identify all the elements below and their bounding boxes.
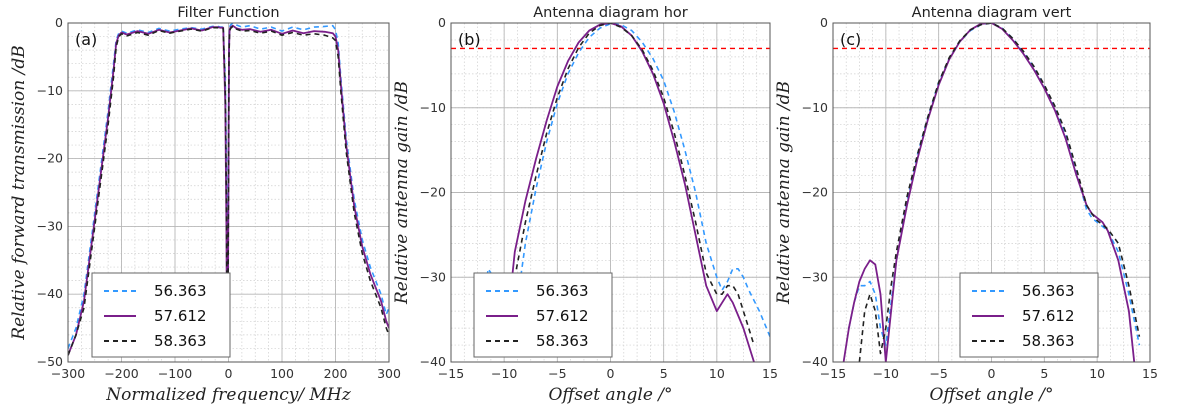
x-tick-label: −10 [491, 366, 517, 381]
x-tick-label: 5 [660, 366, 668, 381]
x-axis-label: Offset angle /° [929, 385, 1053, 405]
legend-entry: 57.612 [536, 307, 589, 325]
legend-entry: 58.363 [536, 332, 589, 350]
legend-entry: 57.612 [154, 307, 207, 325]
x-tick-label: 200 [324, 366, 348, 381]
y-tick-label: −40 [37, 286, 63, 301]
x-tick-label: 10 [709, 366, 725, 381]
x-tick-label: −15 [438, 366, 464, 381]
panel-label: (c) [840, 30, 861, 49]
x-tick-label: 0 [607, 366, 615, 381]
series-line-58-363 [68, 25, 389, 356]
x-tick-label: 0 [988, 366, 996, 381]
panel-label: (a) [75, 30, 97, 49]
x-tick-label: 10 [1089, 366, 1105, 381]
chart-title: Antenna diagram vert [912, 5, 1072, 21]
y-tick-label: −30 [37, 218, 63, 233]
legend-entry: 58.363 [154, 332, 207, 350]
y-tick-label: −10 [802, 100, 828, 115]
y-tick-label: 0 [55, 15, 63, 30]
panel-label: (b) [458, 30, 481, 49]
y-tick-label: −40 [802, 354, 828, 369]
x-tick-label: 15 [762, 366, 778, 381]
legend: 56.363 57.612 58.363 [959, 272, 1099, 358]
x-tick-label: 0 [225, 366, 233, 381]
x-tick-label: −5 [929, 366, 947, 381]
y-tick-label: 0 [438, 15, 446, 30]
x-tick-label: −100 [158, 366, 192, 381]
x-tick-label: 5 [1040, 366, 1048, 381]
y-tick-label: −20 [802, 185, 828, 200]
legend-entry: 56.363 [536, 282, 589, 300]
y-tick-label: −20 [420, 185, 446, 200]
plot-frame [67, 22, 390, 363]
legend: 56.363 57.612 58.363 [473, 272, 613, 358]
x-axis-label: Normalized frequency/ MHz [105, 385, 351, 405]
y-tick-label: −10 [37, 83, 63, 98]
y-axis-label: Relative antenna gain /dB [774, 81, 794, 305]
x-tick-label: −5 [548, 366, 566, 381]
x-tick-label: 300 [377, 366, 401, 381]
x-tick-label: −15 [820, 366, 846, 381]
y-axis-label: Relative antenna gain /dB [392, 81, 412, 305]
legend-entry: 56.363 [154, 282, 207, 300]
chart-title: Antenna diagram hor [533, 5, 688, 21]
plot-frame [832, 22, 1151, 363]
y-axis-label: Relative forward transmission /dB [9, 45, 29, 340]
x-axis-label: Offset angle /° [548, 385, 672, 405]
chart-panel-1: −300 −200 −100 0 100 200 300−50−40−30−20−100Fi… [9, 5, 401, 405]
legend-entry: 56.363 [1022, 282, 1075, 300]
y-tick-label: −20 [37, 151, 63, 166]
chart-panel-2: −15 −10 −5 0 5 10 15 −40 −30 −20 −10 0 Antenna diagr… [392, 5, 778, 405]
series-group [68, 23, 389, 356]
x-tick-label: 15 [1142, 366, 1158, 381]
y-tick-label: −40 [420, 354, 446, 369]
y-tick-label: 0 [820, 15, 828, 30]
y-tick-label: −50 [37, 354, 63, 369]
y-tick-label: −10 [420, 100, 446, 115]
chart-panel-3: −15 −10 −5 0 5 10 15 −40 −30 −20 −10 0 Antenna diagr… [774, 5, 1158, 405]
legend: 56.363 57.612 58.363 [91, 272, 231, 358]
x-tick-label: −10 [873, 366, 899, 381]
x-tick-label: −300 [51, 366, 85, 381]
legend-entry: 57.612 [1022, 307, 1075, 325]
x-tick-label: −200 [104, 366, 138, 381]
plot-frame [450, 22, 771, 363]
x-tick-label: 100 [270, 366, 294, 381]
y-tick-label: −30 [420, 269, 446, 284]
chart-title: Filter Function [177, 5, 279, 21]
y-tick-label: −30 [802, 269, 828, 284]
legend-entry: 58.363 [1022, 332, 1075, 350]
series-group [842, 23, 1141, 362]
